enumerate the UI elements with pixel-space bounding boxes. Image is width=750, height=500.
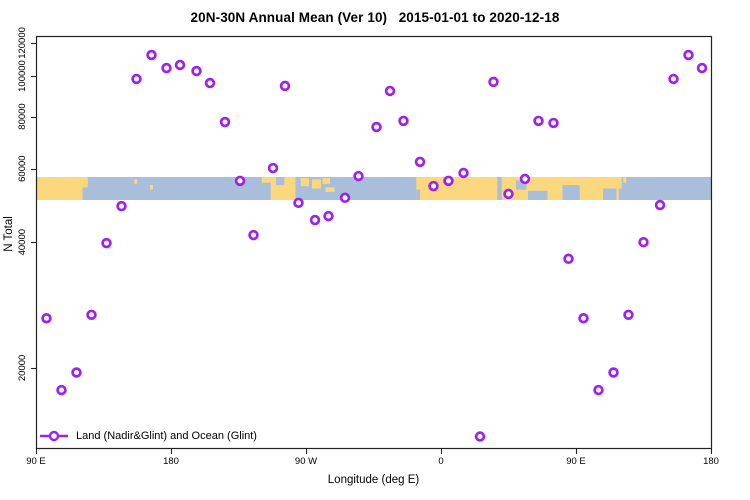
map-band-ocean-cut [276, 177, 285, 186]
data-point [56, 384, 67, 396]
y-tick-label: 40000 [17, 229, 28, 255]
map-band-ocean-cut [618, 188, 622, 200]
data-point [71, 367, 82, 378]
map-band-land [312, 179, 321, 189]
data-point [116, 200, 127, 212]
data-point [563, 253, 574, 265]
data-point [428, 180, 439, 192]
y-tick-label: 120000 [17, 27, 28, 59]
data-point [578, 313, 589, 324]
x-tick-label: 0 [438, 456, 443, 467]
data-point [371, 121, 382, 133]
map-band-ocean-cut [497, 177, 502, 200]
data-point [323, 210, 334, 222]
map-band-land [300, 178, 309, 187]
data-point [533, 115, 544, 127]
data-point [86, 309, 97, 321]
y-tick-label: 100000 [17, 60, 28, 92]
data-point [174, 59, 186, 71]
data-point [638, 236, 649, 248]
map-band-land [82, 177, 88, 188]
map-band-ocean-cut [516, 180, 527, 190]
x-tick-label: 90 W [295, 456, 317, 467]
data-point [234, 175, 246, 187]
data-point [398, 115, 409, 127]
data-point [161, 62, 172, 74]
chart-title: 20N-30N Annual Mean (Ver 10) 2015-01-01 … [190, 10, 560, 25]
legend-label: Land (Nadir&Glint) and Ocean (Glint) [76, 430, 257, 442]
plot-box [35, 35, 713, 450]
data-point [474, 431, 486, 442]
legend: Land (Nadir&Glint) and Ocean (Glint) [40, 428, 257, 444]
data-point [131, 73, 142, 85]
data-point [204, 77, 216, 89]
map-band-land [150, 185, 153, 190]
data-point [608, 367, 619, 378]
data-point [293, 197, 304, 209]
data-point [219, 116, 231, 128]
map-band-ocean-cut [528, 190, 548, 200]
map-band-ocean-cut [416, 189, 420, 200]
data-point [279, 80, 291, 92]
data-point [593, 384, 604, 396]
x-tick-label: 90 E [26, 456, 46, 467]
data-point [654, 199, 666, 211]
map-band-land [322, 178, 330, 184]
data-point [146, 49, 157, 61]
legend-marker-icon [40, 430, 68, 442]
data-point [458, 167, 469, 179]
data-point [267, 162, 279, 174]
data-point [384, 85, 396, 97]
map-band-land [261, 177, 271, 183]
data-point [623, 309, 634, 321]
data-point [696, 62, 708, 74]
map-band-land [325, 187, 335, 192]
x-axis-title: Longitude (deg E) [327, 474, 420, 486]
map-band-ocean-cut [562, 185, 580, 200]
map-band-land [623, 177, 627, 183]
x-tick-label: 180 [163, 456, 179, 467]
map-band-land [134, 179, 138, 184]
x-tick-label: 90 E [566, 456, 586, 467]
data-point [248, 229, 259, 241]
data-point [519, 173, 531, 185]
data-point [443, 175, 454, 187]
data-point [101, 237, 112, 249]
data-point [41, 313, 52, 324]
data-point [503, 188, 514, 200]
data-point [548, 117, 559, 129]
data-point [339, 192, 351, 204]
data-point [668, 73, 679, 85]
y-tick-label: 60000 [17, 155, 28, 181]
y-axis-title: N Total [3, 216, 15, 252]
data-point [309, 214, 321, 226]
data-point [488, 76, 499, 88]
data-point [683, 49, 694, 61]
map-band-land [36, 177, 83, 200]
data-point [414, 156, 426, 168]
y-tick-label: 80000 [17, 103, 28, 129]
x-tick-label: 180 [703, 456, 719, 467]
y-tick-label: 20000 [17, 355, 28, 381]
map-band-ocean-cut [603, 188, 617, 200]
data-point [191, 65, 202, 77]
data-point [353, 170, 364, 182]
